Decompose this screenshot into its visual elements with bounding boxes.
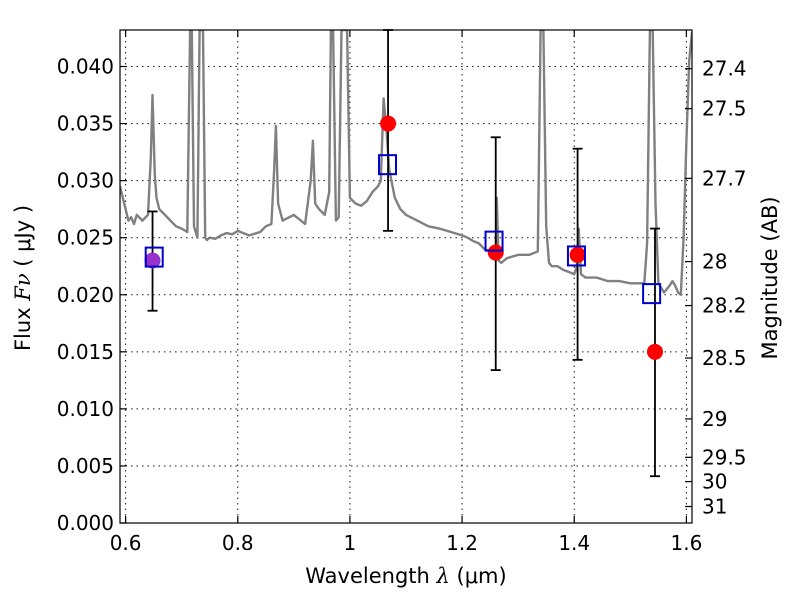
y2-axis-title: Magnitude (AB)	[758, 196, 782, 359]
y2-tick-label-0: 27.4	[702, 57, 747, 81]
y-tick-label-5: 0.025	[57, 226, 114, 250]
y2-tick-label-3: 28	[702, 250, 727, 274]
grid	[120, 30, 692, 524]
x-tick-label-5: 1.6	[670, 531, 702, 555]
y2-tick-label-5: 28.5	[702, 346, 747, 370]
y-tick-label-2: 0.010	[57, 397, 114, 421]
y-axis-title: Flux Fν ( μJy )	[11, 205, 35, 351]
observed-point-3	[569, 246, 586, 263]
y-tick-label-7: 0.035	[57, 112, 114, 136]
x-tick-label-4: 1.4	[558, 531, 590, 555]
y2-tick-label-7: 29.5	[702, 445, 747, 469]
x-tick-label-0: 0.6	[110, 531, 142, 555]
observed-point-4	[646, 343, 663, 360]
model-point-4	[642, 283, 662, 305]
y-tick-label-3: 0.015	[57, 340, 114, 364]
y-tick-label-8: 0.040	[57, 55, 114, 79]
y-tick-label-0: 0.000	[57, 511, 114, 535]
observed-point-1	[380, 115, 397, 132]
y-tick-label-4: 0.020	[57, 283, 114, 307]
spectrum-line	[120, 30, 692, 296]
model-point-1	[377, 154, 397, 176]
y2-tick-label-6: 29	[702, 407, 727, 431]
y2-tick-label-2: 27.7	[702, 166, 747, 190]
x-axis-title: Wavelength λ (μm)	[305, 564, 506, 588]
plot-frame	[119, 29, 693, 524]
y2-tick-label-4: 28.2	[702, 294, 747, 318]
y-tick-label-6: 0.030	[57, 169, 114, 193]
model-point-3	[566, 245, 586, 267]
x-axis: 0.6 0.8 1 1.2 1.4 1.6	[110, 30, 702, 555]
y2-tick-label-9: 31	[702, 495, 727, 519]
y-tick-label-1: 0.005	[57, 454, 114, 478]
spectrum-layer	[120, 30, 692, 296]
x-tick-label-1: 0.8	[222, 531, 254, 555]
x-tick-label-3: 1.2	[446, 531, 478, 555]
y2-tick-label-1: 27.5	[702, 97, 747, 121]
model-layer	[144, 154, 662, 305]
y-axis: 0.000 0.005 0.010 0.015 0.020 0.025 0.030 0.035…	[57, 55, 127, 535]
model-point-0	[144, 246, 164, 268]
observed-point-2	[487, 244, 504, 261]
observed-layer	[144, 115, 663, 360]
observed-point-0	[144, 252, 161, 269]
model-point-2	[484, 230, 504, 252]
x-tick-label-2: 1	[344, 531, 357, 555]
y2-tick-label-8: 30	[702, 470, 727, 494]
